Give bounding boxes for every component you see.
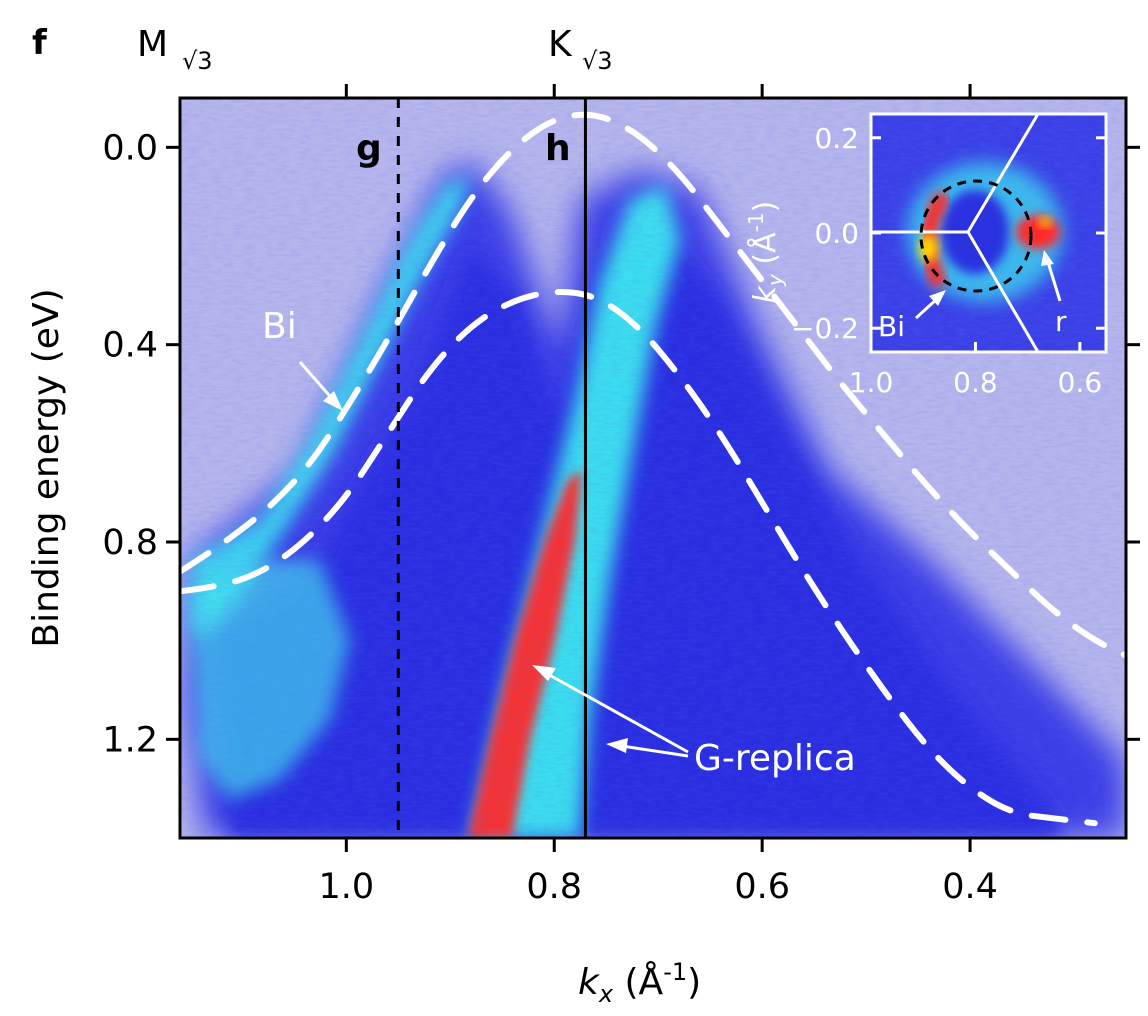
inset-y-tick-label: −0.2 <box>791 312 859 345</box>
bi-annotation: Bi <box>262 306 343 411</box>
g-replica-arrow-1 <box>543 670 689 754</box>
inset-fermi-map <box>871 114 1106 352</box>
m-label-main: M <box>137 24 168 65</box>
x-axis-label-k: k <box>578 962 601 1003</box>
inset-y-label-sub: y <box>763 273 787 287</box>
main-y-ticks: 0.0 0.4 0.8 1.2 <box>102 128 1140 760</box>
inset-y-tick-label: 0.0 <box>814 217 859 250</box>
dashed-band-inner <box>180 289 1098 827</box>
bi-label: Bi <box>262 306 297 347</box>
x-tick-label: 0.6 <box>734 867 790 907</box>
k-label-sub: √3 <box>582 47 613 75</box>
panel-letter: f <box>32 23 48 63</box>
x-axis-label: kx (Å-1) <box>578 958 701 1008</box>
dashed-band-outer-left <box>180 111 1126 659</box>
bi-arrow <box>298 361 337 403</box>
inset-r-arrowhead <box>1041 250 1054 266</box>
inset-bz-boundary <box>871 114 1040 352</box>
cut-g-label: g <box>356 128 382 169</box>
inset-bi-arrowhead <box>929 290 946 306</box>
inset-inner-dark <box>941 190 1009 274</box>
inset-y-label-unit: (Å <box>747 232 783 274</box>
g-replica-arrowhead-1 <box>532 665 556 681</box>
inset-r-hot <box>1039 217 1051 227</box>
main-x-ticks: 1.0 0.8 0.6 0.4 <box>318 84 998 907</box>
g-replica-annotation: G-replica <box>532 665 856 779</box>
inset-x-tick-label: 0.8 <box>953 366 998 399</box>
x-axis-label-sup: -1 <box>663 958 687 986</box>
dashed-bands <box>180 111 1126 827</box>
inset-y-axis-label: ky (Å-1) <box>744 201 787 304</box>
x-tick-label: 1.0 <box>318 867 374 907</box>
inset-dashed-circle <box>919 179 1033 293</box>
bi-arrowhead <box>323 391 343 411</box>
inset-ticks: 1.0 0.8 0.6 0.2 0.0 −0.2 <box>791 122 1106 399</box>
k-label-main: K <box>548 24 573 65</box>
y-tick-label: 0.0 <box>102 128 158 168</box>
y-axis-label: Binding energy (eV) <box>26 288 67 647</box>
inset-y-label-close: ) <box>748 201 783 213</box>
x-axis-label-close: ) <box>687 962 701 1003</box>
m-sqrt3-label: M √3 <box>137 24 213 75</box>
inset-x-tick-label: 1.0 <box>849 366 894 399</box>
inset-bi-hot <box>919 234 937 262</box>
x-axis-label-unit: (Å <box>613 960 663 1003</box>
inset-r-label: r <box>1055 305 1067 338</box>
y-tick-label: 0.8 <box>102 523 158 563</box>
inset-bi-annotation: Bi <box>878 290 946 343</box>
inset-r-annotation: r <box>1041 250 1067 338</box>
k-sqrt3-label: K √3 <box>548 24 613 75</box>
inset-y-label-k: k <box>748 284 783 303</box>
m-label-sub: √3 <box>182 47 213 75</box>
inset-y-label-sup: -1 <box>744 212 768 232</box>
x-tick-label: 0.8 <box>526 867 582 907</box>
y-tick-label: 0.4 <box>102 326 158 366</box>
x-axis-label-sub: x <box>598 980 614 1008</box>
g-replica-label: G-replica <box>694 738 856 779</box>
inset-bi-label: Bi <box>878 310 905 343</box>
inset-x-tick-label: 0.6 <box>1058 366 1103 399</box>
y-tick-label: 1.2 <box>102 720 158 760</box>
x-tick-label: 0.4 <box>942 867 998 907</box>
inset-y-tick-label: 0.2 <box>814 122 859 155</box>
inset-r-arrow <box>1046 261 1062 302</box>
main-axes-frame <box>178 96 1128 840</box>
g-replica-arrowhead-2 <box>606 738 628 753</box>
inset-r-pocket <box>1016 215 1060 249</box>
cut-h-label: h <box>545 128 571 169</box>
g-replica-arrow-2 <box>621 744 689 758</box>
